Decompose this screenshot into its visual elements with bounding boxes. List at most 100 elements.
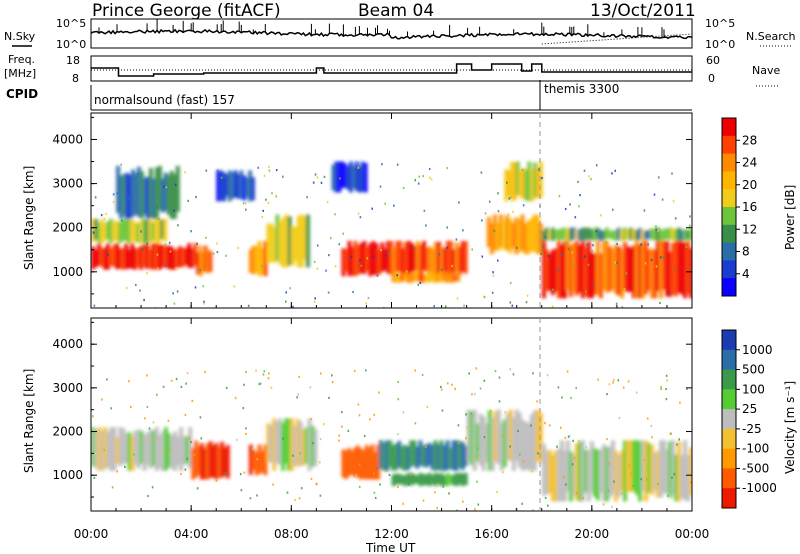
colorbar-tick-label: -1000 [742, 481, 777, 495]
data-blob-power-13 [541, 227, 692, 241]
nave-tick-top: 60 [706, 54, 720, 67]
y-tick-label: 4000 [52, 132, 83, 146]
data-blob-power-6 [266, 214, 310, 268]
colorbar-tick-label: 4 [742, 267, 750, 281]
colorbar-swatch [722, 488, 736, 509]
data-blob-velocity-0 [91, 427, 193, 471]
power-colorbar-label: Power [dB] [783, 185, 797, 250]
y-tick-label: 4000 [52, 337, 83, 351]
colorbar-tick-label: 25 [742, 402, 757, 416]
data-blob-velocity-4 [341, 444, 381, 480]
power-data [91, 161, 692, 308]
y-tick-label: 3000 [52, 381, 83, 395]
colorbar-swatch [722, 278, 736, 297]
colorbar-tick-label: 24 [742, 156, 757, 170]
colorbar-swatch [722, 153, 736, 172]
x-axis-label: Time UT [365, 541, 416, 554]
velocity-data [91, 367, 692, 511]
freq-panel [90, 55, 693, 82]
y-tick-label: 2000 [52, 221, 83, 235]
colorbar-swatch [722, 330, 736, 351]
data-blob-power-7 [331, 161, 368, 193]
x-tick-label: 08:00 [274, 527, 309, 541]
y-axis-label-velocity: Slant Range [km] [22, 369, 36, 473]
data-blob-velocity-2 [248, 444, 268, 476]
freq-label-1: Freq. [8, 53, 35, 66]
colorbar-tick-label: 12 [742, 222, 757, 236]
y-tick-label: 1000 [52, 265, 83, 279]
nave-label: Nave [752, 64, 780, 77]
cpid-row [90, 80, 692, 111]
colorbar-swatch [722, 171, 736, 190]
scatter-noise [92, 367, 692, 511]
station-title: Prince George (fitACF) [92, 1, 281, 21]
freq-label-2: [MHz] [4, 67, 36, 80]
colorbar-swatch [722, 189, 736, 208]
x-tick-label: 16:00 [474, 527, 509, 541]
nsky-spikes [90, 19, 665, 48]
x-tick-label: 20:00 [575, 527, 610, 541]
x-tick-label: 12:00 [374, 527, 409, 541]
y-tick-label: 1000 [52, 468, 83, 482]
velocity-colorbar: 1000 500 100 25 -25 -100 -500 -1000 [721, 329, 777, 509]
frequency-trace [91, 63, 692, 77]
colorbar-tick-label: 1000 [742, 343, 773, 357]
nsky-tick-bottom: 10^0 [56, 38, 86, 51]
colorbar-swatch [722, 409, 736, 430]
x-tick-label: 00:00 [74, 527, 109, 541]
nsearch-label: N.Search [746, 30, 796, 43]
colorbar-swatch [722, 242, 736, 261]
cpid-mode-themis: themis 3300 [544, 82, 619, 96]
colorbar-tick-label: 8 [742, 245, 750, 259]
x-tick-label: 00:00 [675, 527, 710, 541]
power-panel [90, 112, 693, 309]
scatter-noise [92, 163, 692, 308]
colorbar-swatch [722, 428, 736, 450]
colorbar-swatch [722, 260, 736, 279]
freq-tick-bottom: 8 [72, 72, 79, 85]
colorbar-swatch [722, 448, 736, 469]
data-blob-velocity-5 [379, 440, 468, 471]
colorbar-tick-label: -25 [742, 422, 762, 436]
y-tick-label: 3000 [52, 177, 83, 191]
colorbar-tick-label: 500 [742, 363, 765, 377]
data-blob-velocity-6 [391, 473, 468, 487]
y-axis-label-power: Slant Range [km] [22, 166, 36, 270]
colorbar-swatch [722, 369, 736, 390]
nsky-tick-top: 10^5 [56, 17, 86, 30]
nsky-trace [90, 28, 693, 40]
colorbar-swatch [722, 207, 736, 226]
data-blob-power-8 [341, 240, 468, 277]
nave-tick-bottom: 0 [708, 72, 715, 85]
x-axis: 00:00 04:00 08:00 12:00 16:00 20:00 00:00 [74, 113, 710, 541]
data-blob-velocity-8 [541, 440, 692, 502]
colorbar-tick-label: 100 [742, 382, 765, 396]
velocity-colorbar-label: Velocity [m s⁻¹] [783, 381, 797, 474]
data-blob-power-4 [216, 170, 255, 202]
data-blob-power-10 [486, 214, 543, 255]
data-blob-power-5 [248, 240, 268, 277]
data-blob-power-12 [541, 240, 692, 299]
colorbar-swatch [722, 349, 736, 371]
x-tick-label: 04:00 [174, 527, 209, 541]
nsearch-tick-bottom: 10^0 [705, 38, 735, 51]
colorbar-tick-label: 20 [742, 178, 757, 192]
colorbar-tick-label: 16 [742, 200, 757, 214]
beam-title: Beam 04 [358, 1, 434, 21]
data-blob-velocity-1 [191, 440, 230, 480]
colorbar-swatch [722, 224, 736, 244]
colorbar-tick-label: -500 [742, 461, 769, 475]
data-blob-power-9 [391, 271, 461, 283]
cpid-mode-normalsound: normalsound (fast) 157 [94, 93, 235, 107]
colorbar-swatch [722, 389, 736, 410]
data-blob-power-3 [196, 245, 213, 277]
nsearch-trace [541, 33, 693, 45]
velocity-panel [90, 317, 693, 512]
colorbar-swatch [722, 468, 736, 489]
data-blob-velocity-7 [466, 409, 543, 471]
data-blob-power-2 [116, 165, 180, 219]
colorbar-swatch [722, 135, 736, 155]
nsky-panel [90, 18, 693, 49]
y-tick-label: 2000 [52, 425, 83, 439]
data-blob-velocity-3 [266, 418, 318, 471]
